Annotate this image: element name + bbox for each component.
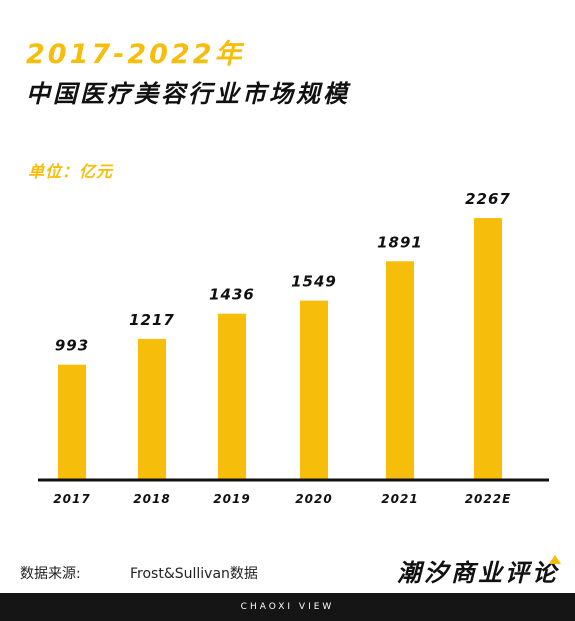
- bar-2017: [58, 364, 86, 479]
- year-range-title: 2017-2022年: [26, 39, 245, 70]
- source-value: Frost&Sullivan数据: [130, 566, 258, 582]
- value-label-2017: 993: [55, 337, 89, 355]
- data-source: 数据来源: Frost&Sullivan数据: [20, 563, 258, 583]
- footer-bar: CHAOXI VIEW: [0, 593, 575, 621]
- chart-title: 中国医疗美容行业市场规模: [26, 80, 350, 108]
- bar-2021: [386, 261, 414, 479]
- source-label: 数据来源:: [20, 566, 81, 582]
- x-tick-2017: 2017: [53, 492, 90, 506]
- brand-logo: 潮汐商业评论: [397, 553, 561, 588]
- x-tick-2018: 2018: [133, 492, 170, 506]
- x-tick-2020: 2020: [295, 492, 332, 506]
- value-label-2018: 1217: [129, 311, 175, 329]
- value-label-2021: 1891: [377, 233, 423, 251]
- bar-2018: [138, 338, 166, 479]
- unit-label: 单位：亿元: [28, 162, 114, 181]
- bar-2019: [218, 313, 246, 479]
- brand-name: 潮汐商业评论: [397, 559, 559, 587]
- bar-2022E: [474, 218, 502, 479]
- value-label-2020: 1549: [291, 273, 337, 291]
- x-tick-2019: 2019: [213, 492, 250, 506]
- x-tick-2022E: 2022E: [465, 492, 512, 506]
- bar-2020: [300, 300, 328, 479]
- value-label-2019: 1436: [209, 286, 255, 304]
- value-label-2022E: 2267: [465, 190, 511, 208]
- x-tick-2021: 2021: [381, 492, 418, 506]
- brand-triangle-icon: [549, 555, 561, 564]
- footer-tagline: CHAOXI VIEW: [240, 602, 335, 612]
